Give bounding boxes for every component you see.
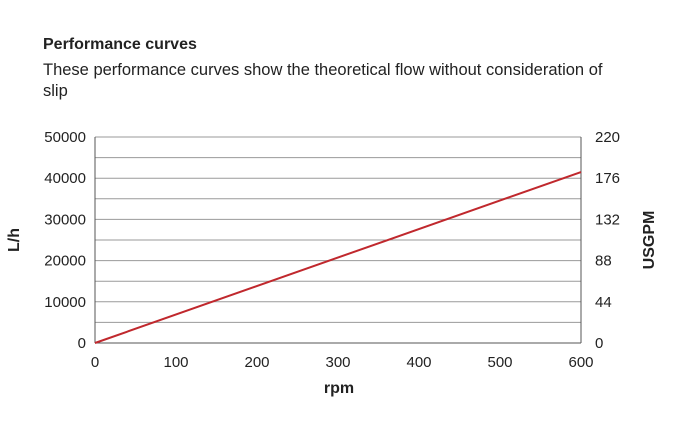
- y2-axis-label: USGPM: [641, 211, 658, 270]
- y-tick-label: 50000: [44, 129, 86, 146]
- y-tick-label: 0: [78, 335, 86, 352]
- series-layer: [94, 171, 582, 344]
- x-tick-label: 0: [91, 354, 99, 371]
- x-tick-label: 300: [325, 354, 350, 371]
- y2-tick-label: 132: [595, 211, 620, 228]
- y-tick-label: 30000: [44, 211, 86, 228]
- y2-tick-label: 0: [595, 335, 603, 352]
- y2-tick-label: 88: [595, 253, 612, 270]
- grid-lines: [94, 136, 582, 344]
- y-tick-label: 40000: [44, 170, 86, 187]
- x-tick-label: 400: [406, 354, 431, 371]
- y-tick-label: 20000: [44, 253, 86, 270]
- x-tick-label: 200: [244, 354, 269, 371]
- x-tick-label: 600: [568, 354, 593, 371]
- y2-tick-label: 220: [595, 129, 620, 146]
- x-tick-label: 500: [487, 354, 512, 371]
- chart-subtitle: These performance curves show the theore…: [43, 61, 603, 100]
- series-line-0: [94, 171, 582, 344]
- chart-title: Performance curves: [43, 36, 197, 53]
- x-axis-label: rpm: [324, 380, 354, 397]
- y2-tick-label: 44: [595, 294, 612, 311]
- y2-tick-label: 176: [595, 170, 620, 187]
- y-axis-label: L/h: [6, 228, 23, 252]
- x-tick-label: 100: [163, 354, 188, 371]
- y-tick-label: 10000: [44, 294, 86, 311]
- tick-labels: 0 100 200 300 400 500 600010000200003000040000…: [44, 129, 620, 371]
